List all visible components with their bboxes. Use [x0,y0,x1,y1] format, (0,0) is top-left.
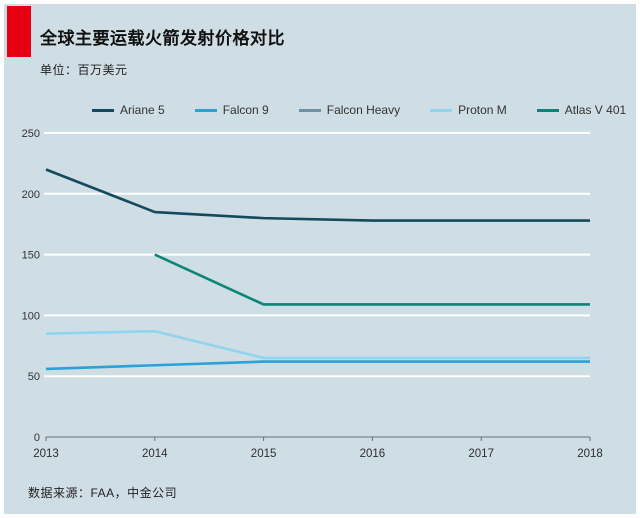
x-tick-label-2017: 2017 [468,448,494,460]
line-ariane-5 [45,168,590,222]
legend-item-falcon-heavy: Falcon Heavy [298,103,401,117]
data-source: 数据来源：FAA，中金公司 [28,486,178,500]
legend-marker-proton-m [430,108,453,112]
legend-label-proton-m: Proton M [458,103,507,117]
chart-title: 全球主要运载火箭发射价格对比 [40,29,285,48]
x-tick-label-2016: 2016 [360,448,386,460]
legend-marker-falcon-9 [194,108,217,112]
legend-marker-ariane-5 [92,108,114,112]
y-tick-label-150: 150 [22,250,40,262]
x-tick-label-2013: 2013 [33,448,59,460]
line-proton-m [45,329,590,360]
legend-label-falcon-heavy: Falcon Heavy [326,103,401,117]
y-tick-label-200: 200 [22,189,40,201]
legend-label-atlas-v-401: Atlas V 401 [564,103,627,117]
y-tick-label-0: 0 [34,432,40,444]
line-atlas-v-401 [154,253,590,306]
price-line-chart: 0 50 100 150 200 250 2013 2014 2015 2016 2017 2018 [22,128,603,460]
legend-item-ariane-5: Ariane 5 [92,103,165,117]
x-tick-label-2018: 2018 [577,448,603,460]
x-tick-label-2015: 2015 [251,448,277,460]
x-tick-label-2014: 2014 [142,448,168,460]
chart-card: 全球主要运载火箭发射价格对比 单位：百万美元 Ariane 5 Falcon 9 F… [4,4,636,514]
legend-item-atlas-v-401: Atlas V 401 [536,103,627,117]
legend-label-falcon-9: Falcon 9 [222,103,269,117]
legend-item-proton-m: Proton M [430,103,507,117]
unit-label: 单位：百万美元 [40,63,128,77]
y-tick-label-250: 250 [22,128,40,140]
legend-marker-atlas-v-401 [536,108,559,112]
brand-red-block [7,6,31,57]
legend-marker-falcon-heavy [298,108,321,112]
legend-label-ariane-5: Ariane 5 [120,103,165,117]
legend-item-falcon-9: Falcon 9 [194,103,269,117]
line-falcon-9 [45,360,590,371]
y-tick-label-50: 50 [28,371,40,383]
legend: Ariane 5 Falcon 9 Falcon Heavy Proton M Atla… [92,103,626,117]
y-tick-label-100: 100 [22,310,40,322]
